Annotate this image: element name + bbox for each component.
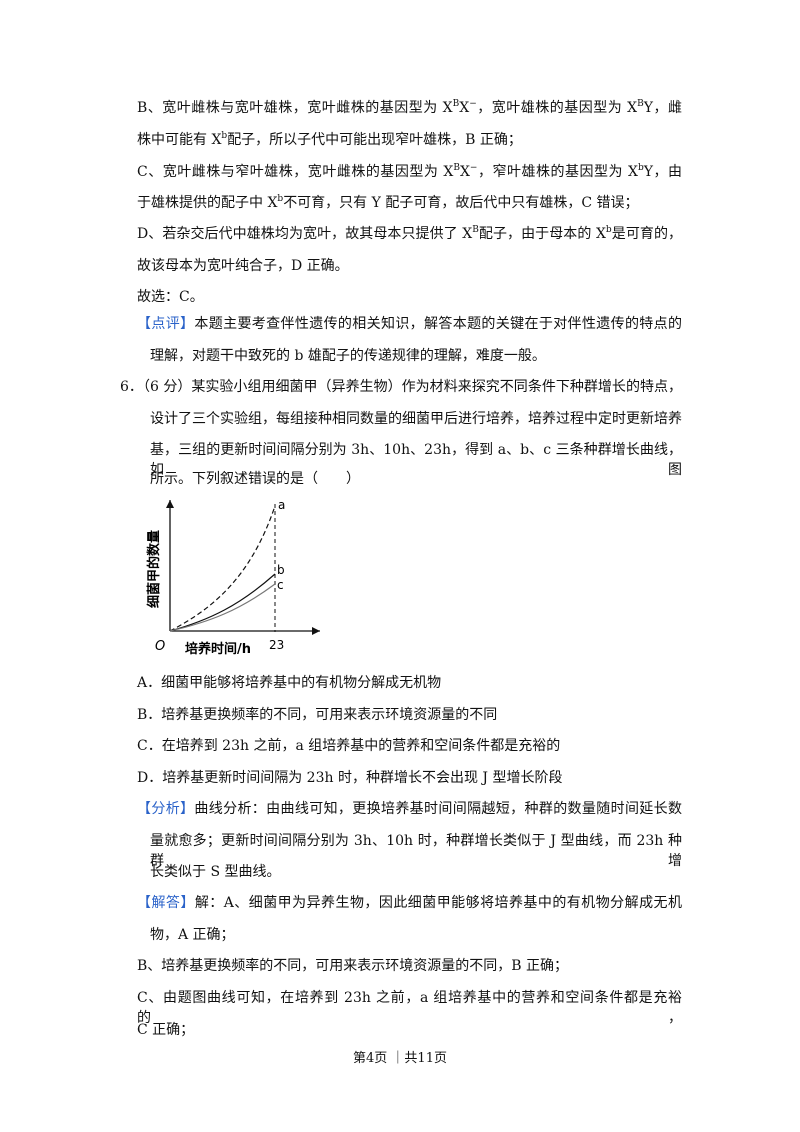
text-line: 物，A 正确；	[150, 925, 235, 945]
text-run: X	[459, 100, 470, 116]
curve-c	[169, 583, 276, 632]
text-run: 量就愈多；更新时间间隔分别为 3h、10h 时，种群增长类似于 J 型曲线，而 …	[150, 833, 682, 869]
text-line: 所示。下列叙述错误的是（ ）	[150, 469, 360, 489]
curve-label: b	[277, 563, 285, 577]
text-run: B．培养基更换频率的不同，可用来表示环境资源量的不同	[137, 707, 498, 723]
superscript: B	[472, 225, 479, 235]
text-run: 故该母本为宽叶纯合子，D 正确。	[137, 258, 349, 274]
text-run: 曲线分析：由曲线可知，更换培养基时间间隔越短，种群的数量随时间延长数	[194, 801, 682, 817]
curve-b	[169, 573, 276, 632]
superscript: B	[453, 163, 460, 173]
figure: a b c O 23 培养时间/h 细菌甲的数量	[146, 498, 320, 657]
text-run: ，宽叶雄株的基因型为 X	[476, 100, 638, 116]
text-run: B、宽叶雌株与宽叶雄株，宽叶雌株的基因型为 X	[137, 100, 453, 116]
text-run: 配子，所以子代中可能出现窄叶雄株，B 正确；	[227, 132, 522, 148]
text-run: Y，雌	[643, 100, 682, 116]
text-run: D、若杂交后代中雄株均为宽叶，故其母本只提供了 X	[137, 226, 473, 242]
text-run: 所示。下列叙述错误的是（ ）	[150, 471, 360, 487]
x-arrow	[312, 627, 320, 635]
text-line: 【分析】曲线分析：由曲线可知，更换培养基时间间隔越短，种群的数量随时间延长数	[137, 799, 682, 819]
text-line: 于雄株提供的配子中 Xb不可育，只有 Y 配子可育，故后代中只有雄株，C 错误；	[137, 193, 639, 213]
text-run: ，窄叶雄株的基因型为 X	[477, 164, 638, 180]
superscript: B	[637, 99, 644, 109]
curve-label: c	[277, 578, 284, 592]
section-label: 【点评】	[137, 316, 195, 332]
text-run: 不可育，只有 Y 配子可育，故后代中只有雄株，C 错误；	[283, 195, 639, 211]
text-run: 解：A、细菌甲为异养生物，因此细菌甲能够将培养基中的有机物分解成无机	[194, 895, 683, 911]
footer: 第4页 ｜共11页	[353, 1051, 447, 1066]
curve-label: a	[278, 498, 285, 512]
section-label: 【解答】	[137, 895, 195, 911]
superscript: b	[605, 225, 612, 235]
text-run: 是可育的，	[611, 226, 683, 242]
text-run: C 正确；	[137, 1022, 195, 1038]
superscript: B	[452, 99, 460, 109]
text-run: 基，三组的更新时间间隔分别为 3h、10h、23h，得到 a、b、c 三条种群增…	[150, 442, 682, 478]
text-line: C、宽叶雌株与窄叶雄株，宽叶雌株的基因型为 XBX−，窄叶雄株的基因型为 XbY…	[137, 162, 682, 182]
text-line: 量就愈多；更新时间间隔分别为 3h、10h 时，种群增长类似于 J 型曲线，而 …	[150, 831, 682, 871]
text-run: 理解，对题干中致死的 b 雄配子的传递规律的理解，难度一般。	[150, 348, 546, 364]
y-axis-label: 细菌甲的数量	[146, 530, 162, 608]
text-run: D．培养基更新时间间隔为 23h 时，种群增长不会出现 J 型增长阶段	[137, 770, 563, 786]
superscript: b	[277, 194, 284, 204]
text-run: 物，A 正确；	[150, 927, 235, 943]
text-run: 6．（6 分）某实验小组用细菌甲（异养生物）作为材料来探究不同条件下种群增长的特…	[120, 379, 682, 395]
text-run: 本题主要考查伴性遗传的相关知识，解答本题的关键在于对伴性遗传的特点的	[194, 316, 682, 332]
text-run: 于雄株提供的配子中 X	[137, 195, 278, 211]
section-label: 【分析】	[137, 801, 195, 817]
text-run: 长类似于 S 型曲线。	[150, 864, 281, 880]
text-run: A．细菌甲能够将培养基中的有机物分解成无机物	[137, 675, 442, 691]
x-tick-label: 23	[269, 638, 284, 652]
curve-a	[169, 505, 276, 632]
text-run: C、宽叶雌株与窄叶雄株，宽叶雌株的基因型为 X	[137, 164, 454, 180]
text-run: B、培养基更换频率的不同，可用来表示环境资源量的不同，B 正确；	[137, 958, 569, 974]
text-run: 设计了三个实验组，每组接种相同数量的细菌甲后进行培养，培养过程中定时更新培养	[150, 411, 682, 427]
text-line: B．培养基更换频率的不同，可用来表示环境资源量的不同	[137, 705, 497, 725]
text-run: 故选：C。	[137, 289, 204, 305]
text-line: C 正确；	[137, 1020, 194, 1040]
text-run: Y，由	[643, 164, 682, 180]
text-line: 【解答】解：A、细菌甲为异养生物，因此细菌甲能够将培养基中的有机物分解成无机	[137, 893, 682, 913]
text-line: 【点评】本题主要考查伴性遗传的相关知识，解答本题的关键在于对伴性遗传的特点的	[137, 314, 682, 334]
superscript: −	[469, 163, 478, 173]
text-line: 6．（6 分）某实验小组用细菌甲（异养生物）作为材料来探究不同条件下种群增长的特…	[120, 377, 682, 397]
text-run: C、由题图曲线可知，在培养到 23h 之前，a 组培养基中的营养和空间条件都是充…	[137, 990, 682, 1026]
text-run: 配子，由于母本的 X	[478, 226, 606, 242]
text-line: B、培养基更换频率的不同，可用来表示环境资源量的不同，B 正确；	[137, 956, 568, 976]
origin-label: O	[155, 639, 165, 654]
text-line: B、宽叶雌株与宽叶雄株，宽叶雌株的基因型为 XBX−，宽叶雄株的基因型为 XBY…	[137, 98, 682, 118]
text-line: 故选：C。	[137, 287, 204, 307]
text-line: 设计了三个实验组，每组接种相同数量的细菌甲后进行培养，培养过程中定时更新培养	[150, 409, 682, 429]
text-line: C、由题图曲线可知，在培养到 23h 之前，a 组培养基中的营养和空间条件都是充…	[137, 988, 682, 1028]
text-line: D、若杂交后代中雄株均为宽叶，故其母本只提供了 XB配子，由于母本的 Xb是可育…	[137, 224, 682, 244]
y-arrow	[166, 500, 174, 508]
text-line: D．培养基更新时间间隔为 23h 时，种群增长不会出现 J 型增长阶段	[137, 768, 562, 788]
text-run: 株中可能有 X	[137, 132, 222, 148]
text-line: 株中可能有 Xb配子，所以子代中可能出现窄叶雄株，B 正确；	[137, 130, 522, 150]
superscript: −	[469, 99, 477, 109]
text-line: 基，三组的更新时间间隔分别为 3h、10h、23h，得到 a、b、c 三条种群增…	[150, 440, 682, 480]
x-axis-label: 培养时间/h	[185, 641, 251, 657]
text-line: 故该母本为宽叶纯合子，D 正确。	[137, 256, 349, 276]
text-run: C．在培养到 23h 之前，a 组培养基中的营养和空间条件都是充裕的	[137, 738, 561, 754]
text-run: X	[459, 164, 470, 180]
text-line: C．在培养到 23h 之前，a 组培养基中的营养和空间条件都是充裕的	[137, 736, 560, 756]
superscript: b	[221, 131, 228, 141]
text-line: A．细菌甲能够将培养基中的有机物分解成无机物	[137, 673, 441, 693]
superscript: b	[637, 163, 644, 173]
text-line: 理解，对题干中致死的 b 雄配子的传递规律的理解，难度一般。	[150, 346, 546, 366]
text-line: 长类似于 S 型曲线。	[150, 862, 281, 882]
